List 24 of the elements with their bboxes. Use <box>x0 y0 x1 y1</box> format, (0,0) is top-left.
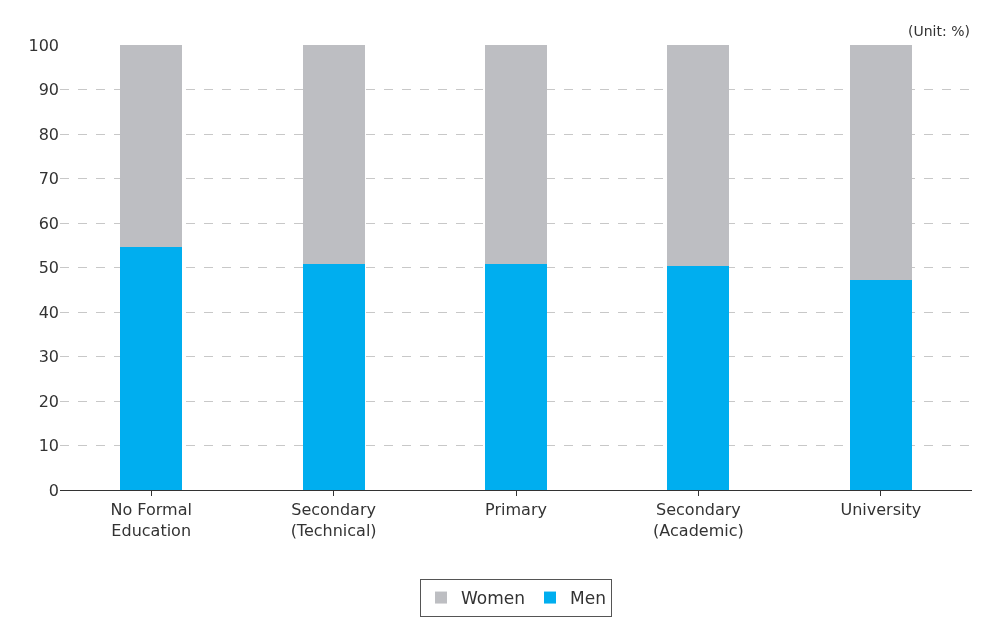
y-tick-label: 0 <box>48 480 59 500</box>
y-tick-label: 60 <box>38 213 59 233</box>
y-tick-label: 90 <box>38 80 59 100</box>
y-tick-label: 30 <box>38 347 59 367</box>
y-tick-label: 40 <box>38 302 59 322</box>
y-tick-label: 70 <box>38 169 59 189</box>
x-tick-label: Secondary (Technical) <box>290 500 377 540</box>
legend-label: Women <box>461 588 526 609</box>
bar <box>667 265 730 490</box>
x-tick-label: Primary <box>485 500 547 520</box>
y-tick-label: 100 <box>28 35 59 55</box>
bar <box>849 279 912 490</box>
y-tick-label: 20 <box>38 391 59 411</box>
bar <box>120 247 183 490</box>
y-tick-label: 10 <box>38 436 59 456</box>
legend-label: Men <box>570 588 606 609</box>
y-tick-label: 50 <box>38 258 59 278</box>
bar <box>302 263 365 490</box>
x-tick-label: Secondary (Academic) <box>653 500 744 540</box>
x-tick-label: University <box>840 500 922 520</box>
bar <box>484 264 548 490</box>
x-tick-label: No Formal Education <box>110 500 192 540</box>
y-tick-label: 80 <box>38 124 59 144</box>
text: (Unit: %) <box>908 23 970 39</box>
